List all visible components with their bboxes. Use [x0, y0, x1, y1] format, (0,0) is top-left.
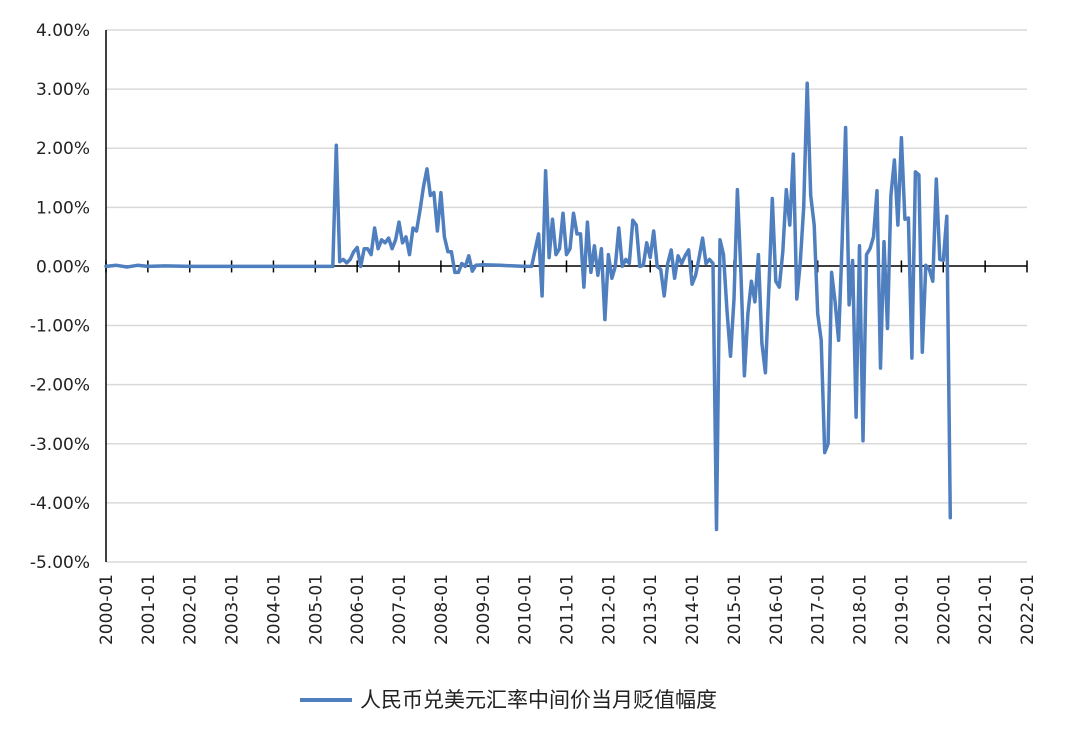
x-tick-label: 2001-01 — [139, 574, 159, 645]
y-tick-label: 3.00% — [36, 80, 90, 100]
x-axis-tick-labels: 2000-01 2001-01 2002-01 2003-01 2004-01 2005-… — [97, 574, 1038, 645]
x-tick-label: 2020-01 — [934, 574, 954, 645]
x-tick-label: 2017-01 — [809, 574, 829, 645]
x-tick-label: 2008-01 — [432, 574, 452, 645]
legend-label: 人民币兑美元汇率中间价当月贬值幅度 — [360, 688, 717, 712]
legend: 人民币兑美元汇率中间价当月贬值幅度 — [300, 688, 717, 712]
x-tick-label: 2022-01 — [1018, 574, 1038, 645]
x-tick-label: 2018-01 — [851, 574, 871, 645]
y-axis-tick-labels: 4.00% 3.00% 2.00% 1.00% 0.00% -1.00% -2.00% -3.… — [30, 21, 90, 573]
y-tick-label: -4.00% — [30, 494, 90, 514]
x-tick-label: 2014-01 — [683, 574, 703, 645]
x-tick-label: 2003-01 — [223, 574, 243, 645]
y-tick-label: -2.00% — [30, 376, 90, 396]
x-tick-label: 2015-01 — [725, 574, 745, 645]
x-tick-label: 2002-01 — [181, 574, 201, 645]
y-tick-label: 2.00% — [36, 139, 90, 159]
y-tick-label: 0.00% — [36, 257, 90, 277]
x-tick-label: 2006-01 — [348, 574, 368, 645]
x-tick-label: 2016-01 — [767, 574, 787, 645]
x-tick-label: 2004-01 — [264, 574, 284, 645]
grid-lines — [106, 29, 1027, 563]
x-tick-label: 2021-01 — [976, 574, 996, 645]
x-tick-label: 2011-01 — [558, 574, 578, 645]
y-tick-label: -5.00% — [30, 553, 90, 573]
y-tick-label: 1.00% — [36, 198, 90, 218]
x-tick-label: 2005-01 — [306, 574, 326, 645]
series-line — [104, 81, 953, 532]
x-tick-label: 2013-01 — [641, 574, 661, 645]
x-tick-label: 2007-01 — [390, 574, 410, 645]
y-tick-label: -3.00% — [30, 435, 90, 455]
x-tick-label: 2009-01 — [474, 574, 494, 645]
y-tick-label: -1.00% — [30, 317, 90, 337]
x-tick-label: 2012-01 — [599, 574, 619, 645]
x-tick-label: 2000-01 — [97, 574, 117, 645]
x-tick-label: 2019-01 — [892, 574, 912, 645]
y-tick-label: 4.00% — [36, 21, 90, 41]
x-tick-label: 2010-01 — [516, 574, 536, 645]
